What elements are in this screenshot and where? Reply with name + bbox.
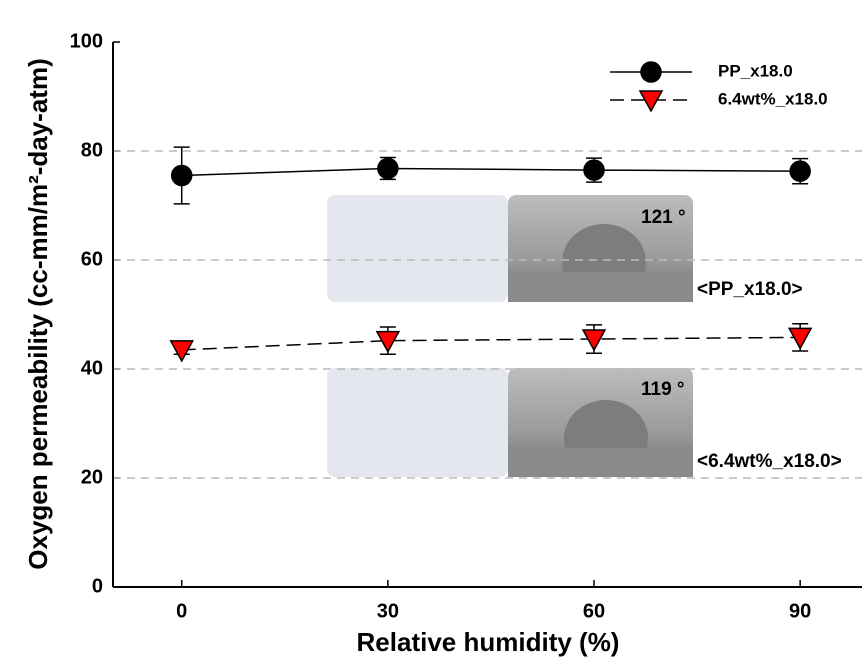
chart: 121 ° <PP_x18.0> 119 ° <6.4wt%_x18.0> Re… [0, 0, 862, 662]
y-tick-label: 40 [81, 357, 103, 379]
x-tick-label: 60 [583, 600, 605, 622]
annotation: <PP_x18.0> [697, 279, 803, 300]
data-point [378, 158, 398, 178]
data-point [789, 328, 811, 348]
legend-marker [641, 62, 661, 82]
series-line [182, 168, 800, 175]
legend-marker [640, 91, 662, 111]
annotation: <6.4wt%_x18.0> [697, 451, 842, 472]
y-axis-label: Oxygen permeability (cc-mm/m²-day-atm) [23, 58, 53, 569]
x-tick-label: 90 [789, 600, 811, 622]
y-tick-label: 20 [81, 466, 103, 488]
data-point [172, 166, 192, 186]
x-tick-label: 0 [176, 600, 187, 622]
legend-label: PP_x18.0 [718, 61, 793, 80]
y-tick-label: 100 [70, 30, 103, 52]
annotation: 119 ° [641, 379, 685, 400]
legend-label: 6.4wt%_x18.0 [718, 89, 828, 108]
data-point [583, 330, 605, 350]
x-axis-label: Relative humidity (%) [357, 627, 620, 657]
photo-composite [327, 368, 693, 477]
data-point [171, 341, 193, 361]
y-tick-label: 60 [81, 248, 103, 270]
data-point [584, 160, 604, 180]
photo-pp [327, 195, 693, 302]
series-line [182, 337, 800, 350]
annotation: 121 ° [641, 207, 686, 228]
y-tick-label: 80 [81, 139, 103, 161]
data-point [790, 161, 810, 181]
x-tick-label: 30 [377, 600, 399, 622]
y-tick-label: 0 [92, 575, 103, 597]
